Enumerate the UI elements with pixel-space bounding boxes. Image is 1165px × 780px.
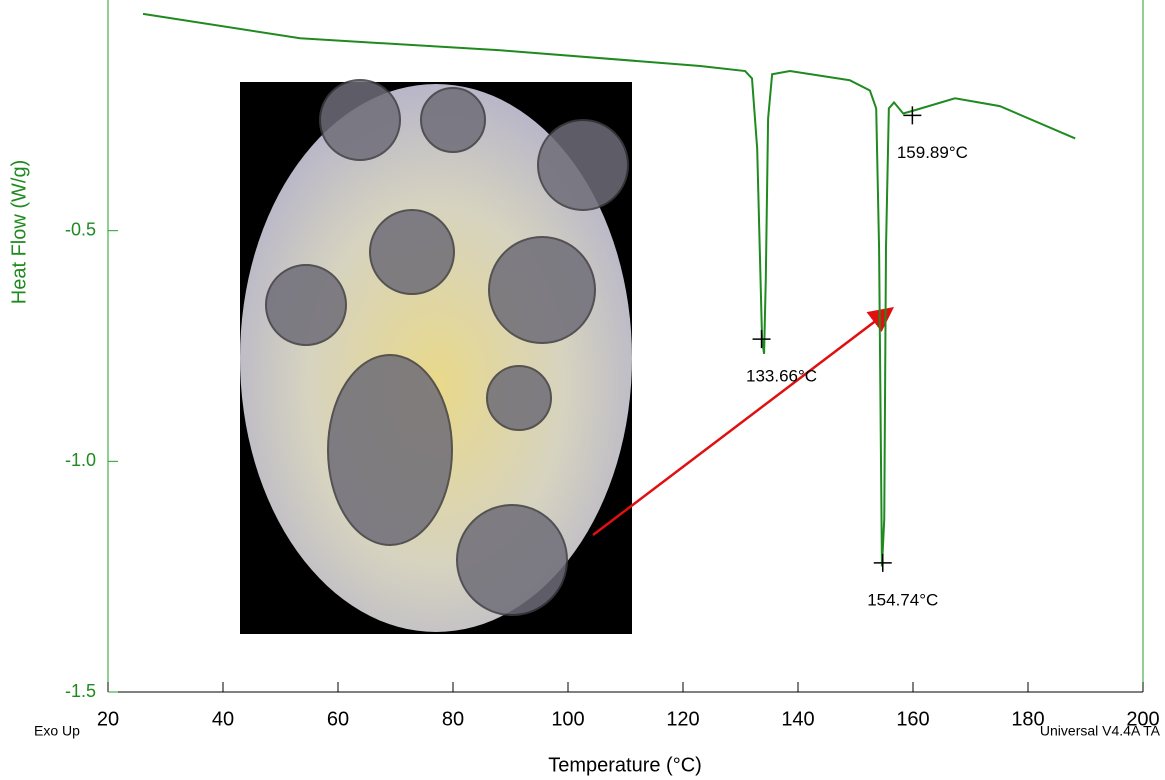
arrow (592, 306, 894, 536)
y-axis-label: Heat Flow (W/g) (8, 160, 30, 304)
x-tick-label: 140 (781, 708, 814, 730)
x-axis-label: Temperature (°C) (548, 754, 702, 776)
y-tick-label: -0.5 (65, 219, 96, 239)
x-tick-label: 20 (97, 708, 119, 730)
footer-right: Universal V4.4A TA (1040, 723, 1161, 739)
x-tick-label: 60 (327, 708, 349, 730)
x-tick-label: 160 (896, 708, 929, 730)
footer-left: Exo Up (34, 723, 80, 739)
peak-marker (903, 106, 922, 125)
annotation: 154.74°C (867, 590, 938, 609)
micrograph (240, 79, 632, 634)
annotation: 133.66°C (746, 367, 817, 386)
x-tick-label: 200 (1126, 708, 1159, 730)
y-tick-label: -1.5 (65, 681, 96, 701)
y-tick-label: -1.0 (65, 450, 96, 470)
x-tick-label: 120 (666, 708, 699, 730)
x-tick-label: 100 (551, 708, 584, 730)
x-tick-label: 80 (442, 708, 464, 730)
x-tick-label: 180 (1011, 708, 1044, 730)
x-tick-label: 40 (212, 708, 234, 730)
annotation: 159.89°C (897, 143, 968, 162)
peak-marker (873, 553, 892, 572)
data-line (142, 12, 1076, 567)
peak-marker (752, 330, 771, 349)
